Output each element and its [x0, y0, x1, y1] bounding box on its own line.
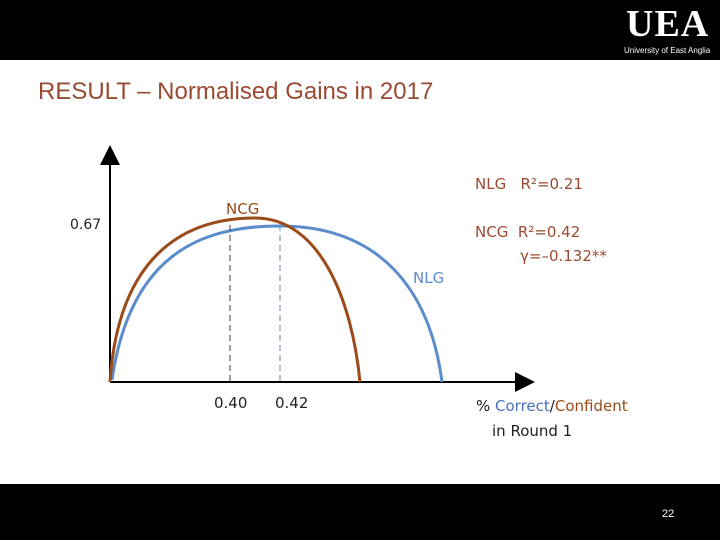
x-label-confident: Confident: [555, 397, 628, 415]
slide-title: RESULT – Normalised Gains in 2017: [38, 78, 434, 105]
x-label-correct: Correct: [495, 397, 550, 415]
x-tick-label-ncg: 0.40: [214, 394, 247, 412]
ncg-curve: [108, 216, 362, 383]
logo-mark: UEA: [626, 3, 710, 45]
x-axis-label-line2: in Round 1: [492, 422, 572, 440]
ncg-curve-label: NCG: [226, 200, 259, 218]
x-label-prefix: %: [476, 397, 495, 415]
x-tick-label-nlg: 0.42: [275, 394, 308, 412]
x-label-sep: /: [550, 397, 556, 415]
x-axis-label: % Correct/Confident: [476, 397, 628, 415]
bottom-bar: [0, 484, 720, 540]
y-tick-label: 0.67: [70, 217, 101, 233]
page-number: 22: [662, 508, 675, 520]
logo-subtext: University of East Anglia: [624, 46, 711, 55]
nlg-stats: NLG R²=0.21: [475, 175, 583, 193]
ncg-stats: NCG R²=0.42: [475, 223, 580, 241]
nlg-curve-label: NLG: [413, 269, 444, 287]
top-bar: UEA University of East Anglia: [0, 0, 720, 60]
gamma-stat: γ=–0.132**: [520, 247, 607, 265]
university-logo: UEA University of East Anglia: [620, 4, 710, 56]
